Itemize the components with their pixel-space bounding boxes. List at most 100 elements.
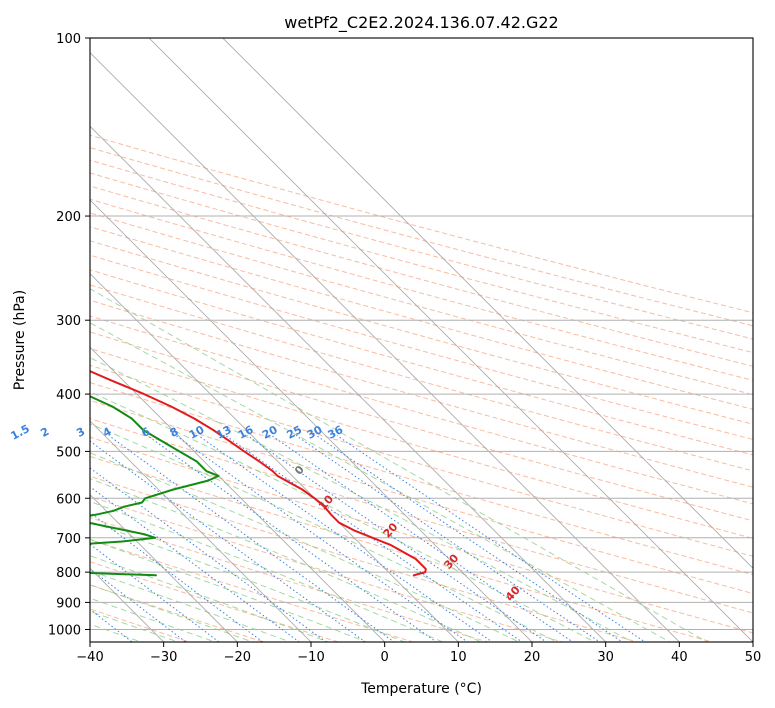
dry-adiabat-line bbox=[90, 364, 753, 557]
moist-adiabat-line bbox=[90, 478, 483, 642]
isotherm-line bbox=[90, 493, 239, 642]
moist-adiabat-line bbox=[90, 288, 709, 642]
dry-adiabat-line bbox=[90, 399, 753, 595]
x-axis: −40 −30 −20 −10 0 10 20 30 40 50 bbox=[76, 642, 761, 665]
moist-adiabat-line bbox=[90, 357, 634, 642]
x-tick-label: −20 bbox=[224, 650, 251, 665]
mixing-ratio-line bbox=[316, 435, 624, 642]
y-tick-label: 600 bbox=[56, 492, 81, 507]
dry-adiabat-line bbox=[90, 269, 753, 456]
data-series bbox=[90, 370, 427, 577]
dry-adiabat-line bbox=[90, 198, 753, 381]
y-tick-label: 400 bbox=[56, 388, 81, 403]
dry-adiabat-line bbox=[90, 496, 565, 642]
dry-adiabat-line bbox=[90, 147, 753, 327]
plot-frame bbox=[89, 37, 754, 643]
dry-adiabat-line bbox=[90, 538, 415, 642]
mixing-ratio-label: 30 bbox=[305, 423, 325, 442]
line-labels: 0.10.20.40.611.52346810131620253036-100-… bbox=[8, 422, 523, 604]
dry-adiabat-line bbox=[90, 299, 753, 488]
y-tick-label: 200 bbox=[56, 210, 81, 225]
mixing-ratio-label: 20 bbox=[260, 423, 280, 442]
mixing-ratio-label: 1.5 bbox=[8, 422, 31, 443]
x-tick-label: −40 bbox=[76, 650, 103, 665]
x-tick-label: −30 bbox=[150, 650, 177, 665]
background-lines bbox=[0, 38, 753, 654]
x-tick-label: 50 bbox=[745, 650, 762, 665]
mixing-ratio-line bbox=[225, 435, 523, 642]
mixing-ratio-label: 36 bbox=[326, 423, 346, 442]
x-tick-label: 0 bbox=[381, 650, 389, 665]
dry-adiabat-line bbox=[90, 382, 753, 576]
mixing-ratio-line bbox=[271, 435, 574, 642]
mixing-ratio-line bbox=[90, 440, 367, 642]
dry-adiabat-line bbox=[90, 254, 753, 440]
moist-adiabat-line bbox=[90, 610, 180, 642]
mixing-ratio-line bbox=[198, 435, 494, 642]
isotherm-line bbox=[90, 272, 460, 642]
y-tick-label: 500 bbox=[56, 445, 81, 460]
dry-adiabat-line bbox=[90, 455, 714, 642]
moist-adiabat-line bbox=[90, 391, 596, 642]
y-axis: 1000 900 800 700 600 500 400 300 200 100 bbox=[48, 32, 90, 638]
mixing-ratio-label: 3 bbox=[74, 425, 87, 440]
y-tick-label: 1000 bbox=[48, 623, 81, 638]
mixing-ratio-line bbox=[247, 435, 548, 642]
mixing-ratio-line bbox=[336, 435, 647, 642]
y-tick-label: 900 bbox=[56, 596, 81, 611]
dry-adiabat-line bbox=[90, 226, 753, 410]
x-tick-label: 10 bbox=[450, 650, 467, 665]
y-axis-label: Pressure (hPa) bbox=[12, 290, 28, 390]
dry-adiabat-line bbox=[90, 475, 640, 642]
x-tick-label: −10 bbox=[297, 650, 324, 665]
y-tick-label: 100 bbox=[56, 32, 81, 47]
moist-adiabat-line bbox=[90, 423, 559, 642]
mixing-ratio-line bbox=[90, 511, 264, 642]
moist-adiabat-line bbox=[90, 452, 521, 642]
chart-title: wetPf2_C2E2.2024.136.07.42.G22 bbox=[284, 13, 558, 33]
mixing-ratio-line bbox=[90, 543, 220, 642]
isotherm-line bbox=[222, 38, 753, 569]
mixing-ratio-line bbox=[147, 435, 438, 642]
dry-adiabat-line bbox=[90, 134, 753, 314]
dry-adiabat-line bbox=[90, 347, 753, 539]
isotherm-line bbox=[90, 420, 312, 642]
moist-adiabat-line bbox=[90, 538, 368, 642]
mixing-ratio-line bbox=[295, 435, 601, 642]
dry-adiabat-line bbox=[90, 240, 753, 425]
mixing-ratio-label: 2 bbox=[38, 425, 51, 440]
mixing-ratio-label: 10 bbox=[187, 423, 207, 442]
dry-adiabat-line bbox=[90, 284, 753, 472]
mixing-ratio-line bbox=[0, 436, 97, 654]
moist-adiabat-line bbox=[90, 500, 445, 642]
mixing-ratio-line bbox=[175, 435, 469, 642]
dry-adiabat-line bbox=[90, 608, 191, 642]
dry-adiabat-line bbox=[90, 212, 753, 396]
dry-adiabat-line bbox=[90, 315, 753, 505]
x-tick-label: 20 bbox=[524, 650, 541, 665]
isotherm-line bbox=[90, 125, 607, 642]
y-tick-label: 300 bbox=[56, 314, 81, 329]
y-tick-label: 700 bbox=[56, 532, 81, 547]
temperature-profile-line bbox=[90, 370, 427, 577]
x-tick-label: 40 bbox=[671, 650, 688, 665]
moist-adiabat-line bbox=[90, 570, 292, 642]
mixing-ratio-label: 13 bbox=[214, 423, 234, 442]
mixing-ratio-line bbox=[90, 467, 327, 642]
mixing-ratio-label: 16 bbox=[236, 423, 256, 442]
dry-adiabat-line bbox=[90, 185, 753, 367]
x-axis-label: Temperature (°C) bbox=[360, 681, 482, 697]
adiabat-value-label: 40 bbox=[503, 583, 523, 603]
moist-adiabat-line bbox=[90, 322, 671, 642]
x-tick-label: 30 bbox=[597, 650, 614, 665]
moist-adiabat-line bbox=[90, 555, 330, 642]
mixing-ratio-line bbox=[90, 568, 187, 642]
isotherm-line bbox=[90, 346, 386, 642]
dry-adiabat-line bbox=[90, 436, 753, 634]
isotherm-line bbox=[148, 38, 753, 642]
moist-adiabat-line bbox=[90, 597, 217, 642]
isotherm-line bbox=[90, 199, 533, 642]
dry-adiabat-line bbox=[90, 159, 753, 340]
moist-adiabat-line bbox=[90, 521, 406, 642]
